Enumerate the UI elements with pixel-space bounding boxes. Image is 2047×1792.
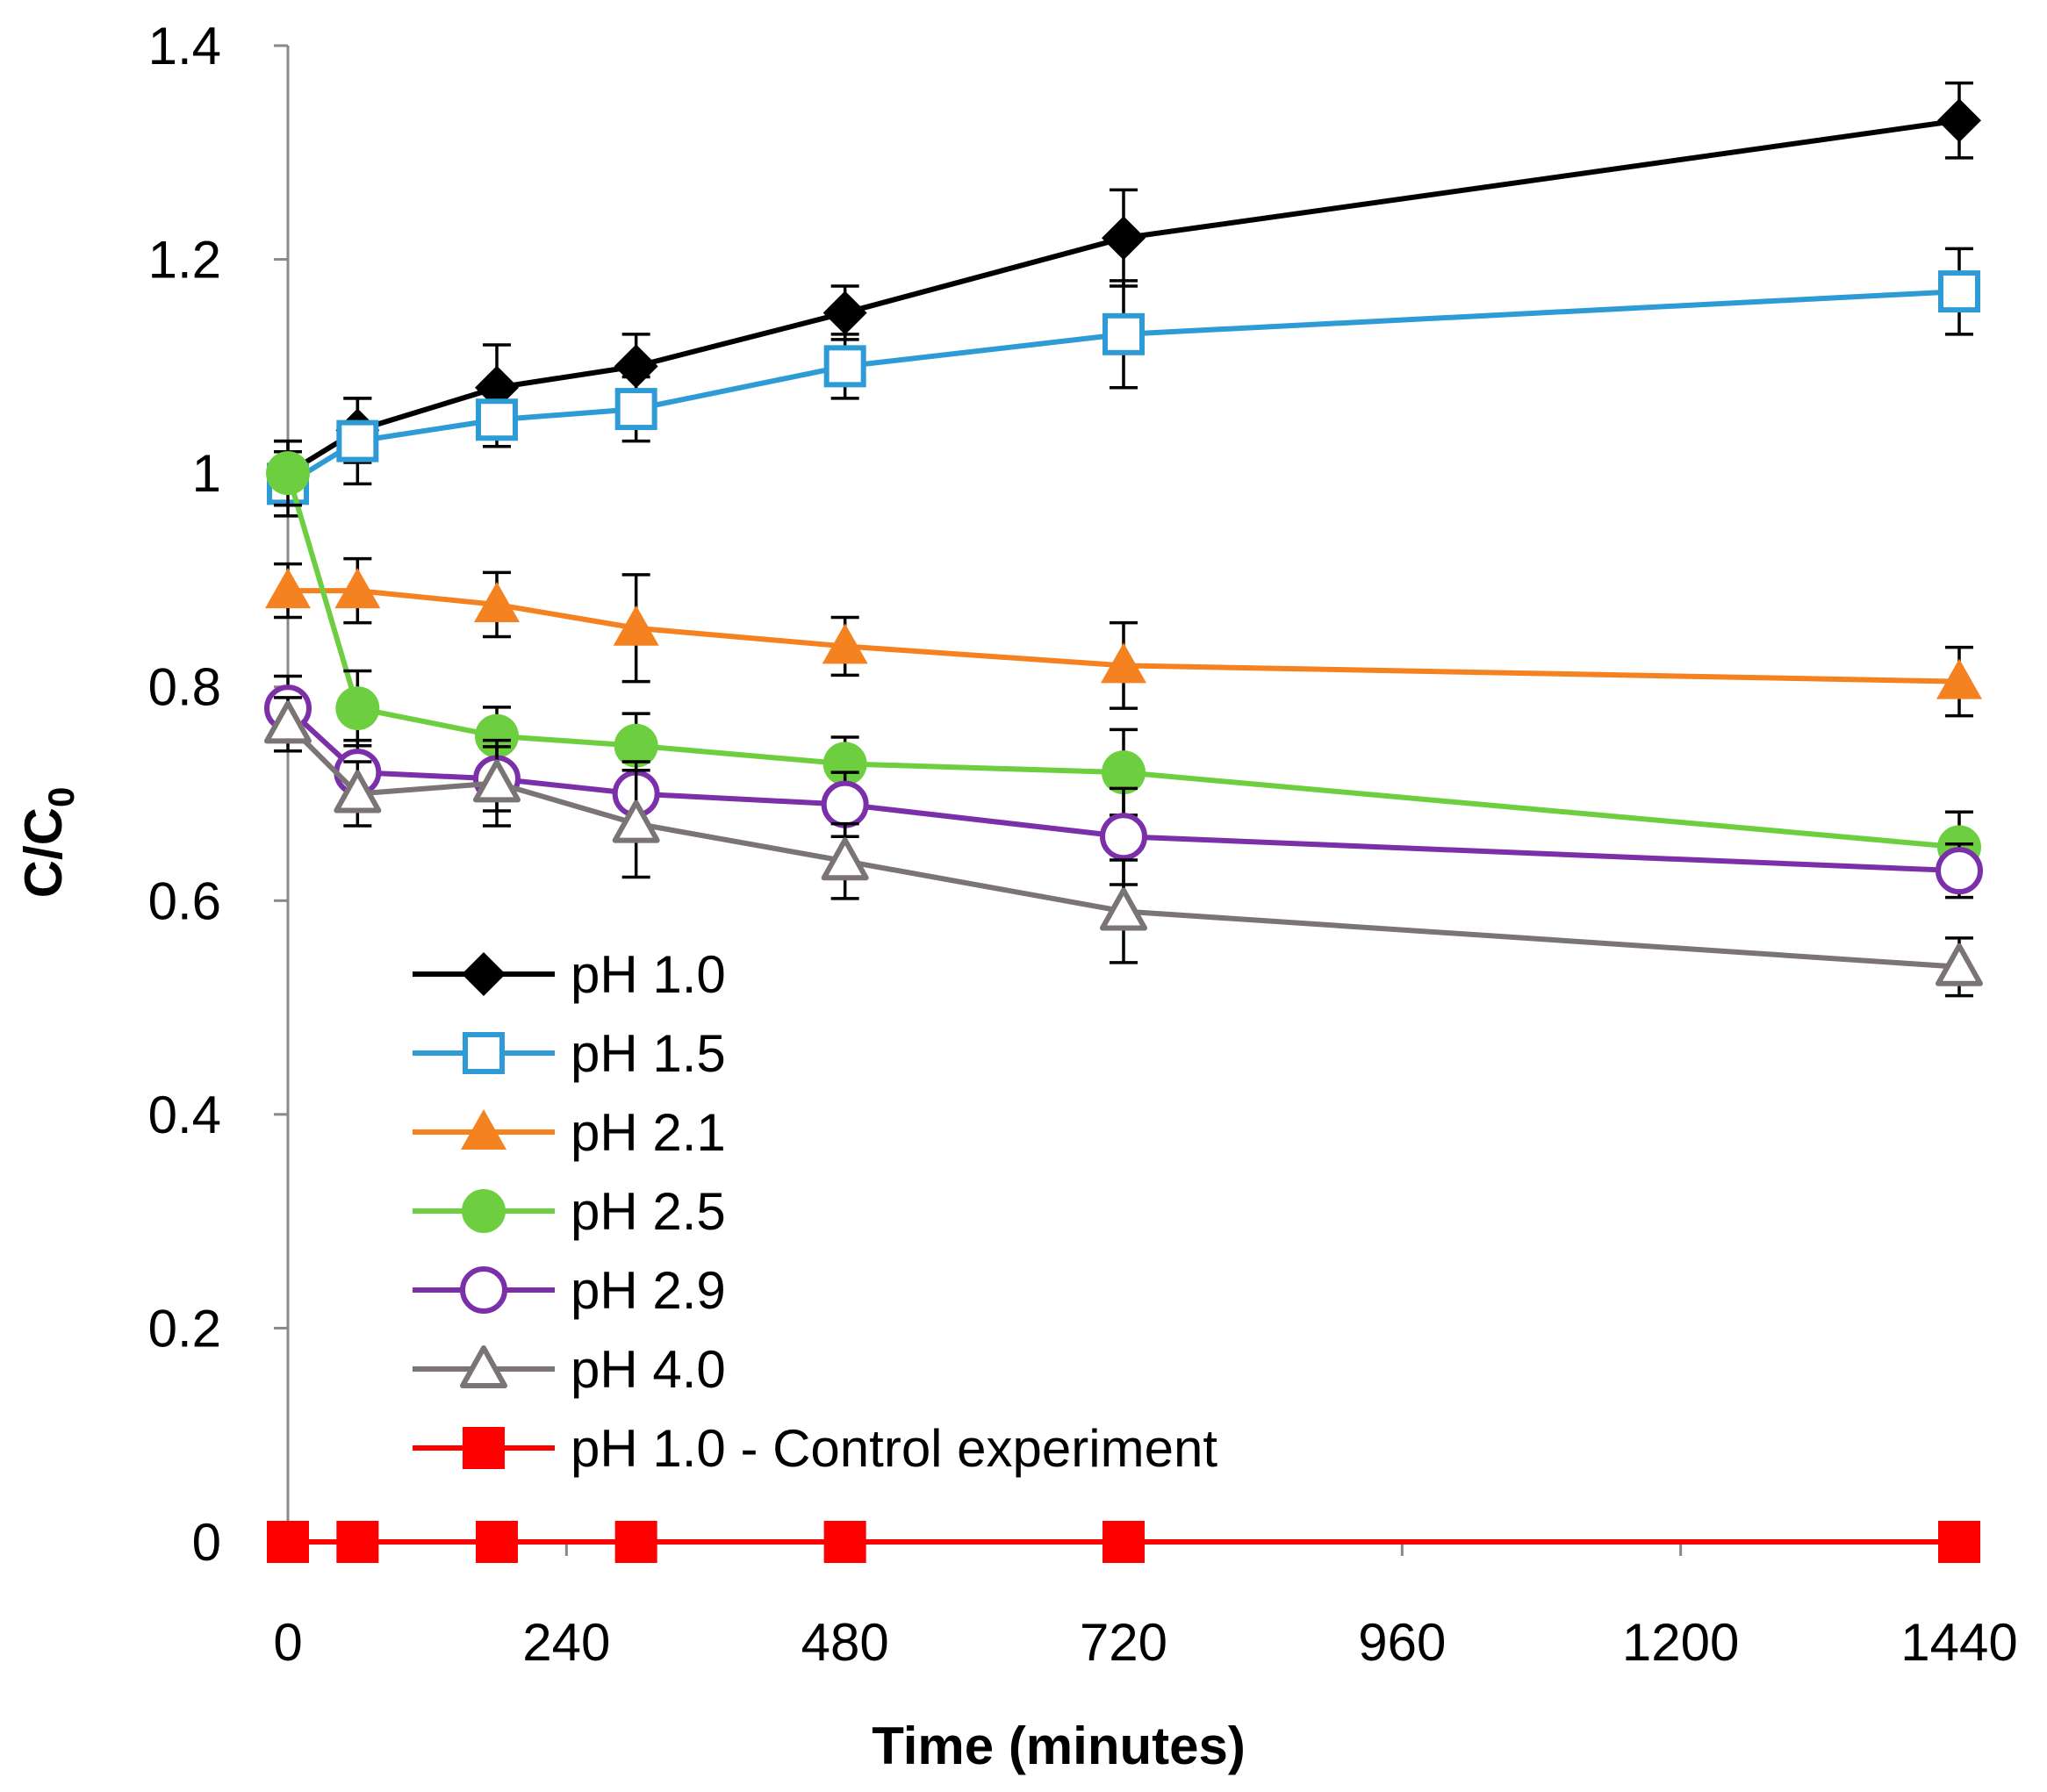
data-point [265,568,311,609]
data-point [614,1521,657,1563]
legend-marker [460,1345,507,1388]
data-point [1938,270,1980,313]
x-tick-label: 0 [273,1613,302,1672]
series-7-group [267,1521,1980,1563]
data-point [822,290,867,335]
data-point [1937,98,1981,143]
data-point [1936,943,1983,986]
data-point [476,398,518,441]
legend-item: pH 2.1 [413,1103,726,1162]
data-point [1103,1521,1145,1563]
data-point [475,365,519,410]
legend: pH 1.0 pH 1.5 pH 2.1 pH 2.5 pH 2.9 pH 4.0 pH 1… [413,945,1217,1478]
data-point [336,419,379,462]
y-tick-label: 0.4 [148,1086,221,1144]
x-tick-label: 960 [1358,1613,1446,1672]
legend-item: pH 2.5 [413,1182,726,1241]
data-point [822,623,868,664]
y-tick-label: 1 [192,444,221,503]
data-point [473,759,521,803]
legend-item: pH 4.0 [413,1340,726,1399]
data-point [821,837,869,881]
legend-item: pH 1.5 [413,1024,726,1083]
data-point [264,700,312,744]
y-axis-title-subscript: 0 [40,787,82,807]
y-axis-title-main: C/C [14,807,73,898]
x-axis-title: Time (minutes) [872,1717,1246,1775]
data-point [336,1521,379,1563]
data-point [1100,887,1147,931]
legend-marker [460,1266,507,1314]
data-point [476,1521,518,1563]
data-point [1100,813,1147,861]
legend-marker [463,1032,505,1074]
y-axis-title: C/C0 [14,787,82,899]
legend-item: pH 1.0 [413,945,726,1004]
data-point [1936,658,1982,699]
y-tick-label: 1.4 [148,17,221,75]
legend-label: pH 4.0 [571,1340,726,1399]
legend-marker [462,1189,506,1233]
data-point [266,451,310,496]
legend-item: pH 2.9 [413,1261,726,1320]
data-point [823,345,866,388]
data-point [1103,312,1145,355]
legend-label: pH 2.9 [571,1261,726,1320]
data-point [614,388,657,431]
legend-marker [462,952,506,996]
plot-area [264,81,1983,1563]
legend-item: pH 1.0 - Control experiment [413,1419,1217,1478]
data-point [614,723,658,768]
legend-label: pH 1.5 [571,1024,726,1083]
data-point [474,581,520,622]
data-point [612,799,660,843]
x-tick-label: 1200 [1622,1613,1739,1672]
data-point [1938,1521,1980,1563]
y-tick-label: 0.8 [148,658,221,717]
y-tick-label: 0.2 [148,1299,221,1358]
data-point [613,605,659,646]
legend-marker [461,1109,506,1150]
y-tick-label: 0.6 [148,871,221,930]
x-tick-label: 480 [801,1613,889,1672]
axes: 0 0.2 0.4 0.6 0.8 1 1.2 1.4 0 240 480 720 960 1200 144… [148,17,2018,1672]
data-point [334,770,382,814]
data-point [334,568,381,609]
x-tick-label: 720 [1080,1613,1167,1672]
data-point [821,780,869,828]
series-3-group [265,556,1982,718]
legend-label: pH 2.5 [571,1182,726,1241]
series-6-group [264,696,1983,998]
data-point [267,1521,309,1563]
y-tick-label: 1.2 [148,231,221,290]
legend-label: pH 1.0 [571,945,726,1004]
y-tick-label: 0 [192,1513,221,1572]
x-tick-label: 240 [522,1613,610,1672]
data-point [1936,847,1983,895]
x-tick-label: 1440 [1900,1613,2017,1672]
legend-marker [463,1427,505,1469]
data-point [822,742,867,786]
data-point [823,1521,866,1563]
legend-label: pH 1.0 - Control experiment [571,1419,1217,1478]
legend-label: pH 2.1 [571,1103,726,1162]
data-point [1101,642,1146,684]
data-point [335,686,380,731]
data-point [1102,750,1146,795]
data-point [1102,216,1146,261]
